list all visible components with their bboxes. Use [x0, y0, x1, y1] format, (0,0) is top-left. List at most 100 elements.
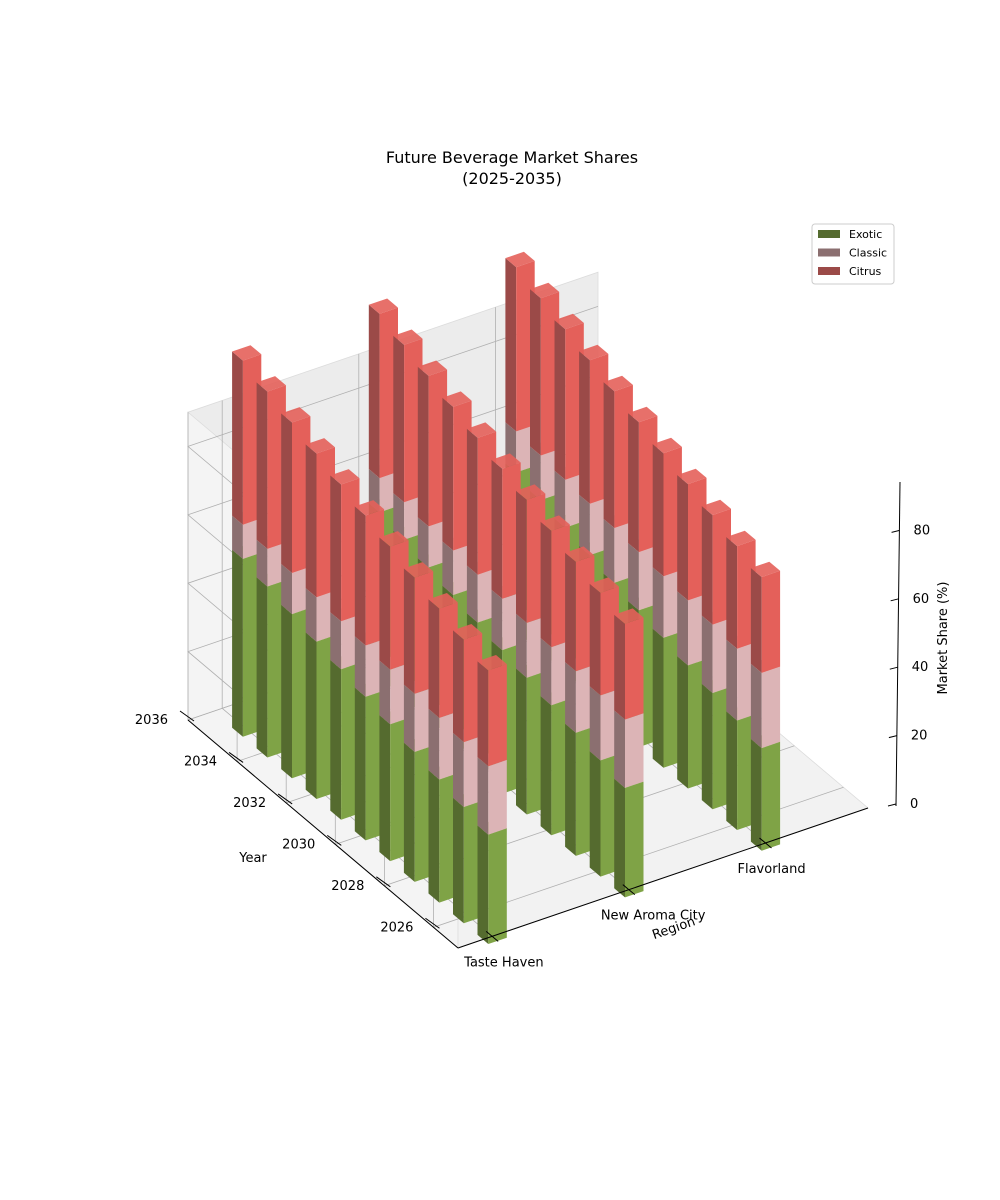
bar-citrus-top — [232, 345, 262, 361]
bar-exotic-side — [256, 577, 268, 758]
year-tick-label: 2036 — [135, 713, 168, 728]
bar-classic-side — [417, 517, 429, 568]
region-axis-line — [457, 807, 869, 949]
share-tick-label: 0 — [910, 797, 918, 812]
bar-citrus-front — [761, 570, 781, 673]
bar-citrus-front — [488, 664, 507, 767]
bar-citrus-side — [305, 444, 317, 598]
bar-citrus-top — [281, 407, 311, 423]
year-tick — [277, 793, 293, 805]
share-tick — [891, 529, 900, 533]
year-tick-label: 2030 — [282, 837, 315, 852]
region-tick — [622, 884, 636, 896]
share-tick — [888, 735, 898, 739]
share-tick-label: 80 — [914, 523, 931, 538]
year-tick — [228, 752, 244, 763]
bar-citrus-top — [530, 282, 560, 299]
bar-citrus-side — [491, 459, 503, 599]
bar-citrus-front — [625, 617, 644, 720]
region-tick-label: Taste Haven — [463, 955, 543, 970]
bar-exotic-front — [488, 828, 507, 944]
bar-exotic-side — [477, 825, 489, 944]
bar-citrus-top — [403, 562, 434, 578]
bar-citrus-top — [417, 360, 448, 376]
bar-citrus-top — [368, 298, 398, 314]
bar-exotic-side — [565, 723, 576, 856]
bar-exotic-side — [540, 696, 552, 836]
bar-exotic-side — [428, 770, 440, 903]
bar-citrus-top — [354, 500, 385, 516]
bar-citrus-side — [726, 537, 738, 649]
bar-citrus-top — [726, 530, 756, 547]
bar-classic-side — [603, 518, 615, 583]
bar-citrus-side — [516, 490, 527, 623]
bar-exotic-side — [354, 687, 366, 841]
bar-classic-side — [516, 613, 527, 678]
bar-citrus-top — [442, 391, 472, 407]
bar-exotic — [614, 772, 644, 898]
region-tick — [485, 930, 499, 942]
bar-exotic-side — [379, 715, 391, 862]
bar-exotic-front — [625, 781, 644, 898]
bar-citrus — [589, 577, 619, 696]
bar-exotic-side — [750, 739, 762, 851]
bar-exotic-side — [516, 668, 527, 815]
bar-citrus-top — [516, 484, 546, 500]
bar-classic-side — [428, 708, 440, 780]
bar-classic-side — [330, 612, 342, 670]
bar-citrus-side — [701, 506, 713, 625]
bar-citrus-side — [677, 475, 688, 601]
bar-classic-side — [256, 539, 268, 587]
bar-citrus-top — [540, 515, 570, 531]
bar-citrus-side — [256, 382, 268, 549]
share-tick — [890, 598, 899, 602]
bar-classic-side — [652, 567, 664, 638]
legend-swatch — [818, 230, 840, 238]
bar-exotic-front — [761, 741, 781, 851]
bar-citrus-side — [628, 413, 639, 553]
year-axis-label: Year — [238, 851, 267, 866]
bar-exotic-side — [330, 660, 342, 820]
bar-exotic-side — [453, 797, 464, 924]
region-tick-label: New Aroma City — [601, 909, 706, 924]
bar-citrus-top — [652, 437, 682, 454]
bar-citrus-top — [466, 422, 497, 438]
year-tick — [376, 876, 391, 888]
bar-exotic-side — [232, 549, 243, 737]
bar-citrus-side — [453, 630, 464, 743]
share-tick-label: 40 — [912, 660, 929, 675]
bar-exotic-side — [403, 742, 415, 882]
bar-citrus-side — [442, 397, 454, 551]
bar-citrus-side — [428, 599, 440, 718]
bar-classic-side — [750, 663, 762, 749]
bar-citrus-top — [603, 375, 633, 392]
bar-citrus-top — [305, 438, 335, 454]
bar-citrus-side — [330, 475, 342, 622]
bar-citrus-top — [614, 608, 644, 624]
bar-classic-side — [393, 493, 405, 540]
bar-citrus-top — [330, 469, 360, 485]
bar-classic-front — [761, 666, 781, 749]
bar-citrus-side — [368, 304, 380, 479]
share-tick — [887, 803, 897, 807]
bar-citrus-side — [603, 382, 615, 528]
bar-citrus-top — [379, 531, 409, 547]
bar-citrus-side — [354, 506, 366, 646]
year-tick-label: 2032 — [233, 796, 266, 811]
bar-exotic-side — [677, 656, 688, 789]
bar-classic-side — [442, 541, 454, 595]
bar-citrus-top — [701, 499, 731, 516]
bar-classic-side — [614, 710, 625, 788]
bar-citrus-side — [565, 552, 576, 672]
chart-title: Future Beverage Market Shares (2025-2035) — [386, 148, 638, 188]
bar-exotic — [477, 819, 507, 944]
bar-citrus-side — [281, 413, 292, 573]
bar-citrus-side — [652, 444, 664, 577]
share-tick-label: 20 — [911, 729, 928, 744]
bar-classic-side — [579, 494, 590, 556]
bar-classic-side — [354, 636, 366, 697]
bar-citrus — [428, 593, 458, 718]
